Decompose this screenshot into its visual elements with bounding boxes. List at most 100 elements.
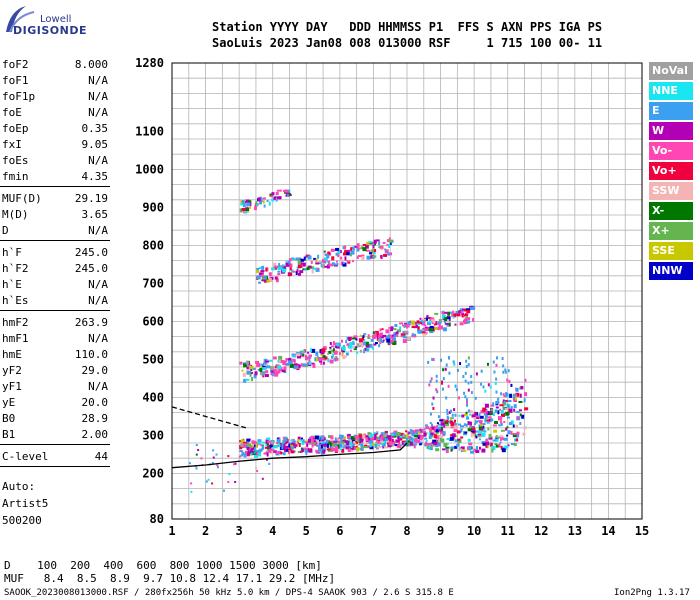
echo-point: [493, 370, 496, 374]
param-value: N/A: [88, 106, 108, 119]
echo-point: [345, 352, 349, 356]
echo-point: [297, 264, 302, 268]
echo-point: [246, 366, 249, 369]
echo-point: [326, 443, 329, 448]
param-value: 44: [94, 450, 108, 463]
echo-point: [244, 445, 249, 448]
echo-point: [524, 407, 529, 411]
echo-point: [500, 392, 503, 396]
echo-point: [366, 241, 370, 245]
echo-point: [485, 410, 488, 414]
echo-point: [311, 442, 316, 445]
echo-point: [326, 255, 330, 259]
echo-point: [425, 331, 428, 334]
echo-point: [476, 434, 479, 437]
echo-point: [300, 258, 305, 262]
echo-point: [266, 437, 271, 441]
echo-point: [263, 372, 266, 375]
echo-point: [329, 346, 332, 349]
echo-point: [350, 250, 355, 255]
legend-item: NNW: [649, 262, 693, 280]
echo-point: [308, 437, 311, 440]
echo-point: [271, 449, 275, 452]
echo-point: [448, 322, 451, 327]
echo-point: [302, 353, 305, 356]
echo-point: [516, 431, 520, 435]
echo-point: [481, 448, 486, 453]
echo-point: [488, 411, 493, 414]
echo-point: [327, 358, 330, 363]
param-name: yE: [2, 396, 16, 409]
echo-point: [424, 317, 429, 321]
echo-point: [245, 199, 250, 203]
echo-point: [427, 316, 432, 319]
echo-point: [372, 255, 377, 258]
echo-point: [411, 439, 414, 443]
echo-point: [278, 263, 281, 268]
echo-point: [458, 396, 461, 400]
echo-point: [372, 436, 377, 441]
echo-point: [452, 316, 455, 319]
echo-point: [389, 438, 393, 442]
legend-item: Vo+: [649, 162, 693, 180]
echo-point: [488, 412, 493, 416]
echo-point: [321, 356, 326, 361]
echo-point: [288, 264, 291, 267]
echo-point: [310, 438, 313, 441]
param-separator: [0, 310, 110, 311]
echo-point: [348, 344, 353, 349]
echo-point: [260, 444, 263, 447]
echo-point: [391, 432, 396, 435]
echo-point: [271, 373, 274, 377]
echo-point: [366, 445, 370, 449]
echo-point: [388, 239, 393, 243]
echo-point: [510, 420, 514, 425]
echo-point: [270, 440, 274, 445]
echo-point: [241, 208, 246, 212]
echo-point: [282, 452, 286, 456]
x-tick-label: 1: [168, 524, 175, 538]
echo-point: [368, 242, 373, 245]
echo-point: [424, 324, 427, 327]
echo-point: [505, 393, 508, 397]
echo-point: [443, 442, 448, 447]
echo-point: [346, 435, 350, 439]
echo-point: [433, 434, 437, 439]
echo-point: [255, 443, 258, 448]
echo-point: [464, 313, 468, 316]
y-tick-label: 300: [142, 428, 164, 442]
echo-point: [432, 406, 435, 410]
y-tick-label: 1280: [135, 56, 164, 70]
echo-point: [399, 322, 404, 325]
echo-point: [429, 421, 432, 424]
echo-point: [399, 438, 403, 441]
echo-point: [301, 441, 305, 445]
echo-point: [388, 237, 391, 240]
echo-point: [364, 347, 369, 351]
x-tick-label: 7: [370, 524, 377, 538]
param-row: MUF(D) 29.19: [2, 192, 108, 208]
echo-point: [498, 416, 503, 421]
echo-point: [399, 432, 404, 437]
echo-point: [435, 321, 438, 326]
y-tick-label: 1000: [135, 162, 164, 176]
echo-point: [294, 446, 297, 449]
x-tick-label: 13: [568, 524, 582, 538]
echo-point: [305, 363, 308, 367]
legend-item: W: [649, 122, 693, 140]
echo-point: [359, 437, 364, 441]
echo-point: [311, 266, 315, 270]
echo-point: [254, 447, 257, 452]
echo-point: [454, 440, 459, 443]
echo-point: [268, 277, 272, 282]
param-value: 28.9: [81, 412, 109, 425]
echo-point: [515, 387, 519, 392]
echo-point: [443, 423, 446, 428]
echo-point: [402, 444, 405, 448]
echo-point: [323, 257, 328, 262]
echo-point: [448, 318, 451, 322]
echo-point: [384, 430, 388, 433]
echo-point: [353, 348, 357, 351]
echo-point: [454, 438, 457, 441]
echo-point: [417, 329, 422, 334]
